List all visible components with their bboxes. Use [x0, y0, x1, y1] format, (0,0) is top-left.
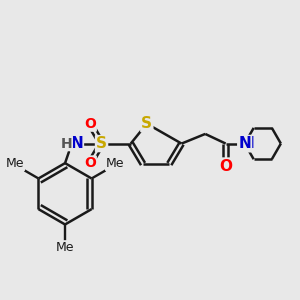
Text: S: S	[141, 116, 152, 131]
Text: O: O	[84, 156, 96, 170]
Text: O: O	[84, 117, 96, 131]
Text: Me: Me	[6, 158, 25, 170]
Text: N: N	[238, 136, 251, 151]
Text: Me: Me	[56, 241, 74, 254]
Text: N: N	[70, 136, 83, 151]
Text: N: N	[241, 136, 254, 151]
Text: S: S	[96, 136, 107, 151]
Text: O: O	[219, 159, 232, 174]
Text: Me: Me	[106, 158, 124, 170]
Text: H: H	[61, 136, 72, 151]
